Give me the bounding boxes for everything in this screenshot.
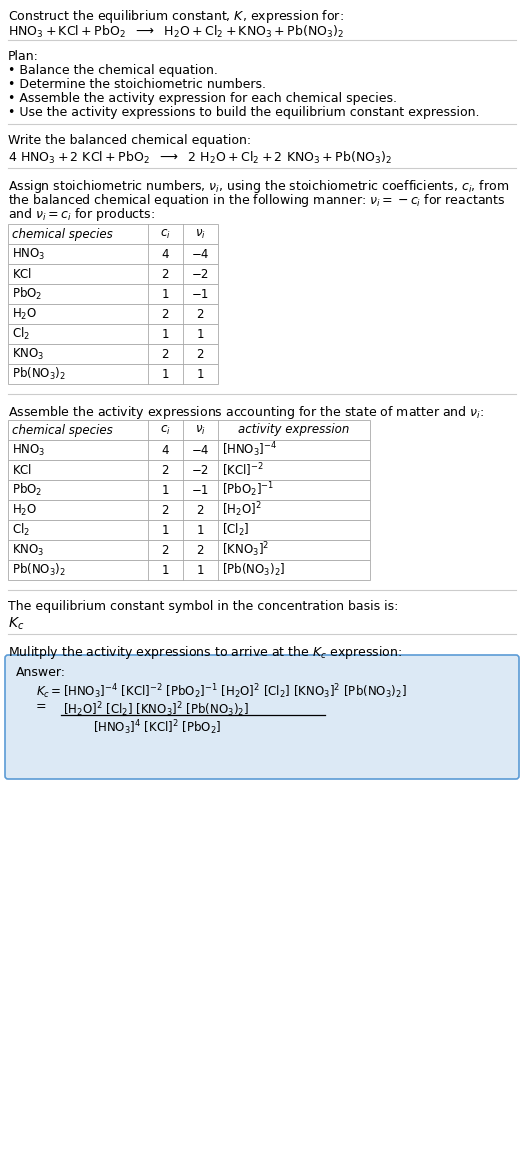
Text: 2: 2 (161, 464, 169, 476)
Text: the balanced chemical equation in the following manner: $\nu_i = -c_i$ for react: the balanced chemical equation in the fo… (8, 192, 506, 209)
Text: $\nu_i$: $\nu_i$ (194, 423, 205, 437)
Bar (8, 245, 218, 264)
FancyBboxPatch shape (5, 655, 519, 779)
Text: • Determine the stoichiometric numbers.: • Determine the stoichiometric numbers. (8, 78, 266, 92)
Text: • Balance the chemical equation.: • Balance the chemical equation. (8, 64, 218, 76)
Text: 2: 2 (161, 503, 169, 517)
Text: 4: 4 (161, 444, 169, 457)
Bar (8, 364, 218, 384)
Text: $\mathrm{Cl_2}$: $\mathrm{Cl_2}$ (12, 522, 30, 538)
Text: $\mathrm{PbO_2}$: $\mathrm{PbO_2}$ (12, 286, 42, 302)
Text: 1: 1 (161, 524, 169, 537)
Text: Assign stoichiometric numbers, $\nu_i$, using the stoichiometric coefficients, $: Assign stoichiometric numbers, $\nu_i$, … (8, 178, 509, 195)
Text: $\nu_i$: $\nu_i$ (194, 227, 205, 241)
Bar (8, 520, 370, 540)
Text: chemical species: chemical species (12, 228, 113, 241)
Bar (8, 560, 370, 580)
Text: =: = (36, 700, 47, 713)
Text: −2: −2 (191, 268, 209, 280)
Text: Answer:: Answer: (16, 666, 66, 679)
Text: $\mathrm{H_2O}$: $\mathrm{H_2O}$ (12, 306, 37, 321)
Text: • Assemble the activity expression for each chemical species.: • Assemble the activity expression for e… (8, 92, 397, 105)
Text: $K_c$: $K_c$ (8, 615, 24, 633)
Text: 1: 1 (161, 328, 169, 341)
Text: −2: −2 (191, 464, 209, 476)
Text: 2: 2 (161, 348, 169, 360)
Text: $\mathrm{[HNO_3]^4\ [KCl]^2\ [PbO_2]}$: $\mathrm{[HNO_3]^4\ [KCl]^2\ [PbO_2]}$ (93, 717, 222, 737)
Text: $\mathrm{H_2O}$: $\mathrm{H_2O}$ (12, 503, 37, 518)
Bar (8, 284, 218, 304)
Text: $\mathrm{[Cl_2]}$: $\mathrm{[Cl_2]}$ (222, 522, 249, 538)
Text: Assemble the activity expressions accounting for the state of matter and $\nu_i$: Assemble the activity expressions accoun… (8, 404, 484, 421)
Text: $\mathrm{[KNO_3]^2}$: $\mathrm{[KNO_3]^2}$ (222, 540, 269, 560)
Text: Mulitply the activity expressions to arrive at the $K_c$ expression:: Mulitply the activity expressions to arr… (8, 644, 402, 661)
Bar (8, 480, 370, 500)
Text: −4: −4 (191, 444, 209, 457)
Text: 2: 2 (196, 503, 204, 517)
Text: 1: 1 (161, 367, 169, 380)
Text: 2: 2 (161, 544, 169, 556)
Text: Construct the equilibrium constant, $K$, expression for:: Construct the equilibrium constant, $K$,… (8, 8, 344, 25)
Text: and $\nu_i = c_i$ for products:: and $\nu_i = c_i$ for products: (8, 206, 155, 223)
Text: $\mathrm{HNO_3}$: $\mathrm{HNO_3}$ (12, 247, 46, 262)
Text: 2: 2 (196, 307, 204, 321)
Text: activity expression: activity expression (238, 423, 350, 437)
Bar (8, 304, 218, 325)
Text: $\mathrm{KCl}$: $\mathrm{KCl}$ (12, 267, 32, 280)
Bar (8, 325, 218, 344)
Text: 2: 2 (161, 307, 169, 321)
Text: $\mathrm{[KCl]^{-2}}$: $\mathrm{[KCl]^{-2}}$ (222, 461, 264, 479)
Text: $\mathrm{KCl}$: $\mathrm{KCl}$ (12, 462, 32, 478)
Text: −1: −1 (191, 483, 209, 496)
Text: 2: 2 (161, 268, 169, 280)
Text: 1: 1 (161, 483, 169, 496)
Text: 1: 1 (196, 367, 204, 380)
Text: 4: 4 (161, 248, 169, 261)
Bar (8, 460, 370, 480)
Text: $\mathrm{[PbO_2]^{-1}}$: $\mathrm{[PbO_2]^{-1}}$ (222, 481, 274, 500)
Text: $c_i$: $c_i$ (160, 423, 170, 437)
Text: chemical species: chemical species (12, 424, 113, 437)
Text: $\mathrm{[H_2O]^2}$: $\mathrm{[H_2O]^2}$ (222, 501, 261, 519)
Bar (8, 540, 370, 560)
Text: $c_i$: $c_i$ (160, 227, 170, 241)
Text: $\mathrm{HNO_3}$: $\mathrm{HNO_3}$ (12, 443, 46, 458)
Text: $K_c = \mathrm{[HNO_3]^{-4}\ [KCl]^{-2}\ [PbO_2]^{-1}\ [H_2O]^{2}\ [Cl_2]\ [KNO_: $K_c = \mathrm{[HNO_3]^{-4}\ [KCl]^{-2}\… (36, 681, 407, 701)
Text: $\mathrm{KNO_3}$: $\mathrm{KNO_3}$ (12, 542, 45, 557)
Text: $\mathrm{HNO_3 + KCl + PbO_2}$  $\longrightarrow$  $\mathrm{H_2O + Cl_2 + KNO_3 : $\mathrm{HNO_3 + KCl + PbO_2}$ $\longrig… (8, 24, 344, 41)
Text: 1: 1 (196, 563, 204, 576)
Text: $\mathrm{PbO_2}$: $\mathrm{PbO_2}$ (12, 482, 42, 498)
Text: $\mathrm{KNO_3}$: $\mathrm{KNO_3}$ (12, 347, 45, 362)
Text: $\mathrm{Pb(NO_3)_2}$: $\mathrm{Pb(NO_3)_2}$ (12, 366, 66, 382)
Bar (8, 344, 218, 364)
Text: 1: 1 (196, 328, 204, 341)
Text: Write the balanced chemical equation:: Write the balanced chemical equation: (8, 134, 251, 147)
Text: 2: 2 (196, 544, 204, 556)
Text: • Use the activity expressions to build the equilibrium constant expression.: • Use the activity expressions to build … (8, 105, 479, 119)
Bar (8, 440, 370, 460)
Text: 1: 1 (161, 563, 169, 576)
Text: $\mathrm{Cl_2}$: $\mathrm{Cl_2}$ (12, 326, 30, 342)
Text: $\mathrm{4\ HNO_3 + 2\ KCl + PbO_2}$  $\longrightarrow$  $\mathrm{2\ H_2O + Cl_2: $\mathrm{4\ HNO_3 + 2\ KCl + PbO_2}$ $\l… (8, 150, 392, 166)
Bar (8, 264, 218, 284)
Text: Plan:: Plan: (8, 50, 39, 63)
Text: $\mathrm{[H_2O]^2\ [Cl_2]\ [KNO_3]^2\ [Pb(NO_3)_2]}$: $\mathrm{[H_2O]^2\ [Cl_2]\ [KNO_3]^2\ [P… (63, 700, 249, 719)
Text: 2: 2 (196, 348, 204, 360)
Text: $\mathrm{Pb(NO_3)_2}$: $\mathrm{Pb(NO_3)_2}$ (12, 562, 66, 578)
Bar (8, 224, 218, 245)
Bar (8, 420, 370, 440)
Text: $\mathrm{[Pb(NO_3)_2]}$: $\mathrm{[Pb(NO_3)_2]}$ (222, 562, 286, 578)
Text: −4: −4 (191, 248, 209, 261)
Text: $\mathrm{[HNO_3]^{-4}}$: $\mathrm{[HNO_3]^{-4}}$ (222, 440, 277, 459)
Text: 1: 1 (196, 524, 204, 537)
Text: −1: −1 (191, 287, 209, 300)
Text: 1: 1 (161, 287, 169, 300)
Bar (8, 500, 370, 520)
Text: The equilibrium constant symbol in the concentration basis is:: The equilibrium constant symbol in the c… (8, 600, 398, 613)
